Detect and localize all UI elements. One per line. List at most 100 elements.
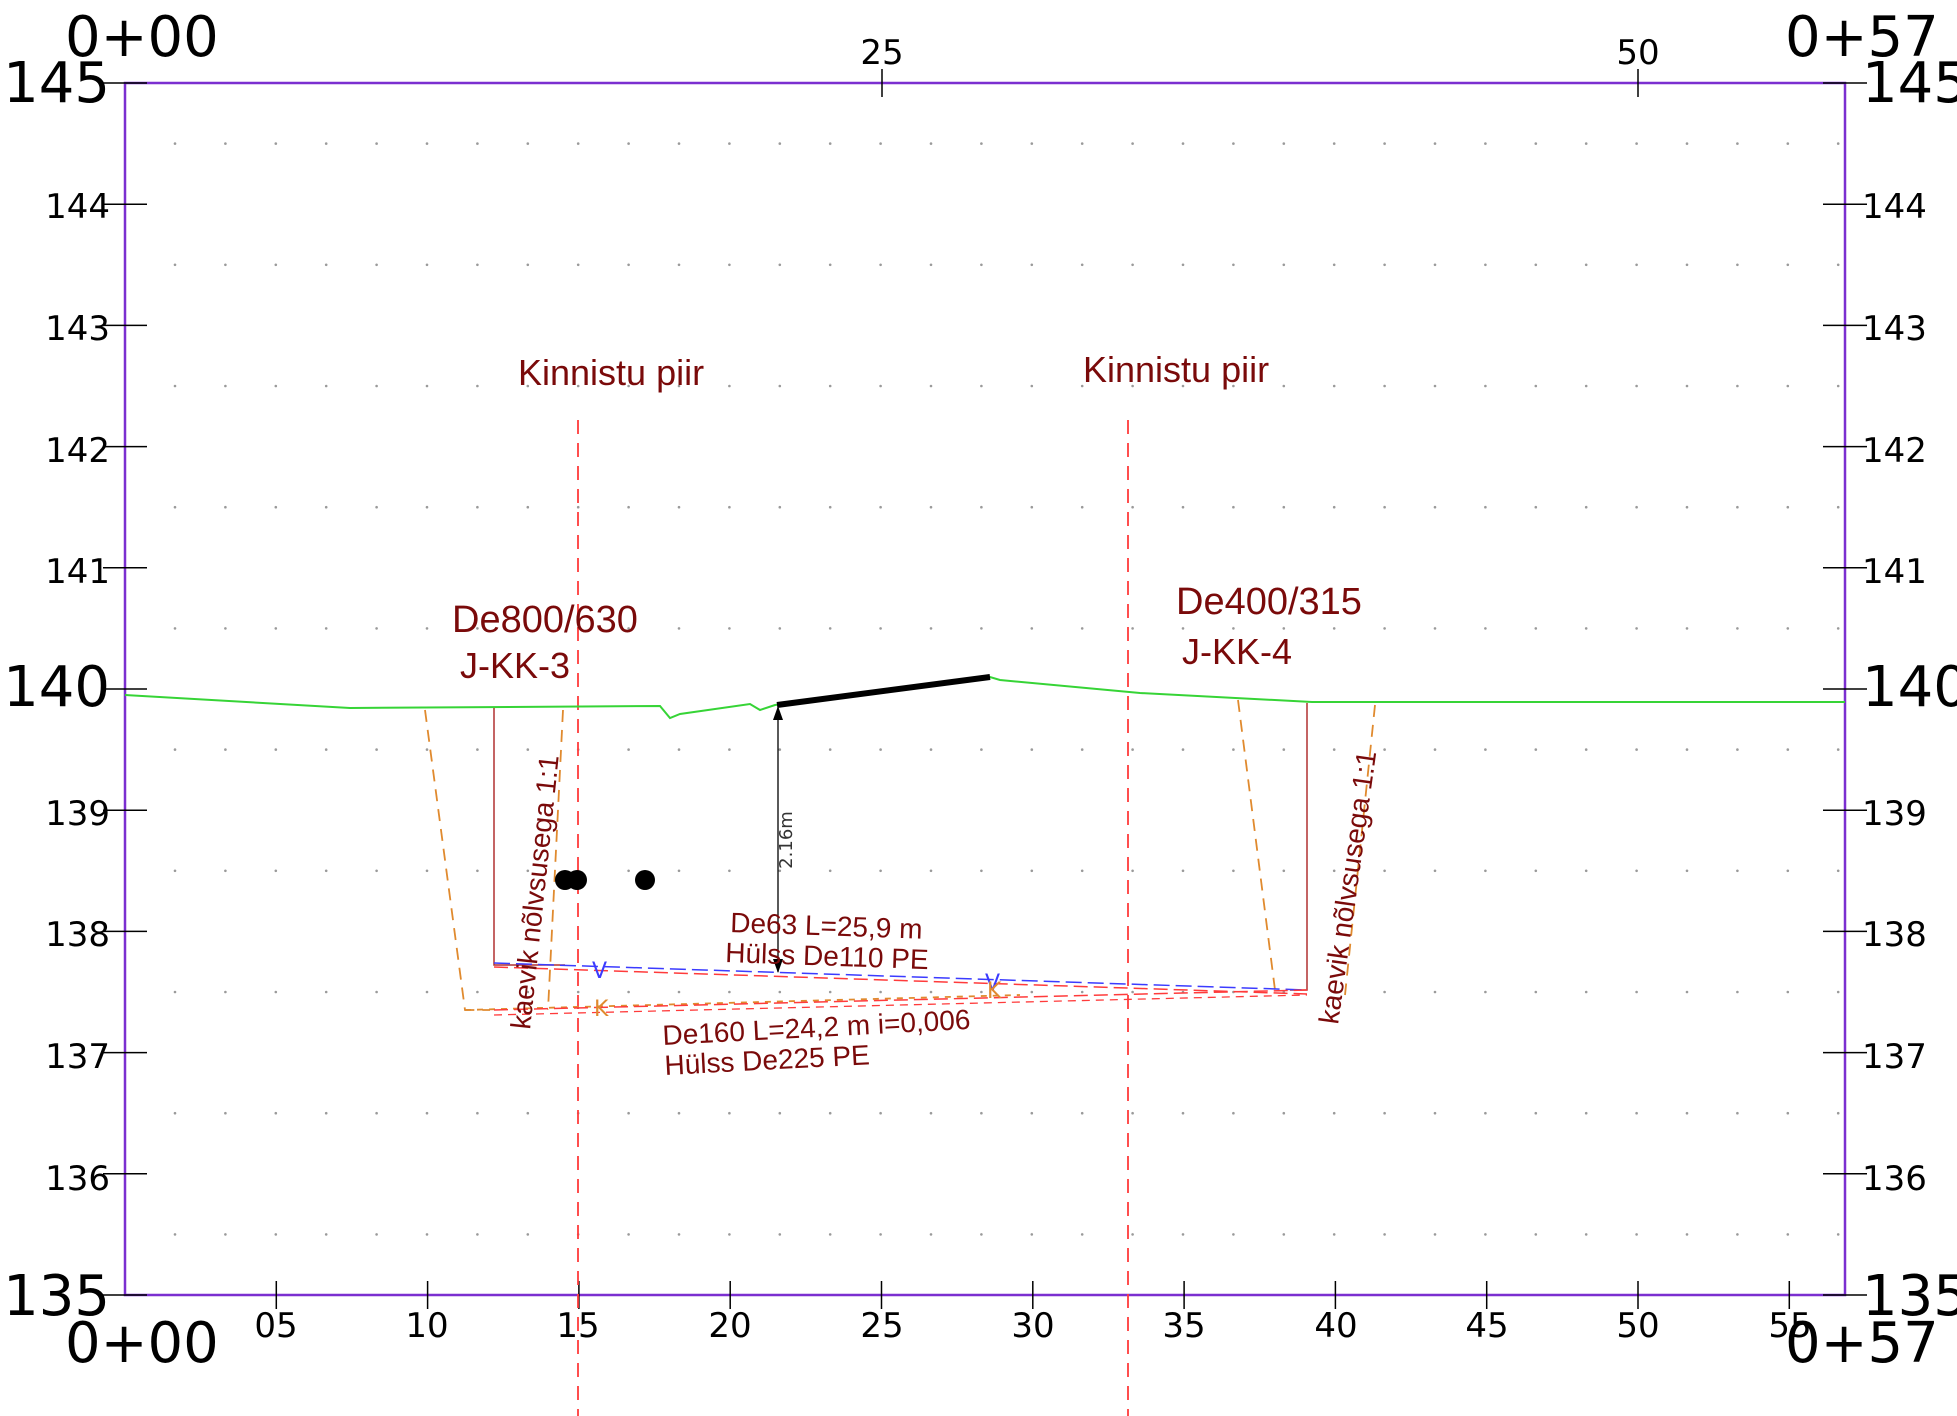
grid-dot <box>324 1233 328 1236</box>
grid-dot <box>1080 990 1084 994</box>
grid-dot <box>173 869 177 873</box>
grid-dot <box>1484 627 1487 630</box>
grid-dot <box>476 869 479 873</box>
grid-dot <box>1685 990 1689 994</box>
grid-dot <box>476 1233 479 1236</box>
grid-dot <box>1836 627 1840 630</box>
grid-dot <box>1332 1233 1336 1236</box>
grid-dot <box>375 748 378 751</box>
grid-dot <box>1484 142 1487 145</box>
grid-dot <box>1786 1111 1790 1115</box>
grid-dot <box>778 1233 782 1236</box>
grid-dot <box>929 990 933 994</box>
grid-dot <box>1030 384 1034 388</box>
grid-dot <box>425 990 429 994</box>
grid-dot <box>1080 627 1084 630</box>
grid-dot <box>1232 142 1235 145</box>
elevation-label-right-145: 145 <box>1862 51 1957 116</box>
depth-dimension: 2.16m <box>773 706 797 973</box>
grid-dot <box>1433 142 1437 145</box>
grid-dot <box>375 505 378 509</box>
grid-dot <box>879 748 882 751</box>
grid-dot <box>1181 1111 1185 1115</box>
grid-dot <box>1232 1233 1235 1236</box>
grid-dot <box>425 142 429 145</box>
grid-dot <box>1584 384 1588 388</box>
grid-dot <box>1433 869 1437 873</box>
grid-dot <box>1383 748 1386 751</box>
grid-dot <box>1433 990 1437 994</box>
grid-dot <box>1181 384 1185 388</box>
grid-dot <box>728 505 731 509</box>
grid-dot <box>980 748 983 751</box>
grid-dot <box>1736 869 1739 873</box>
elevation-label-left-137: 137 <box>45 1037 110 1077</box>
grid-dot <box>1484 748 1487 751</box>
property-lines <box>577 420 1129 1416</box>
grid-dot <box>1584 1233 1588 1236</box>
bottom-tick-label-20: 20 <box>708 1306 751 1346</box>
grid-dot <box>1030 748 1034 751</box>
grid-dot <box>526 748 530 751</box>
grid-dot <box>375 1233 378 1236</box>
grid-dot <box>879 1233 882 1236</box>
left-elevation-axis: 145 144 143 142 141 140 139 138 137 136 … <box>3 51 110 1329</box>
elevation-label-left-135: 135 <box>3 1264 110 1329</box>
grid-dot <box>375 263 378 267</box>
grid-dot <box>173 748 177 751</box>
grid-dot <box>224 142 227 145</box>
grid-dot <box>1685 505 1689 509</box>
grid-dot <box>1080 1111 1084 1115</box>
grid-dot <box>1282 505 1286 509</box>
grid-dot <box>1736 142 1739 145</box>
grid-dot <box>627 1111 630 1115</box>
marker-v-right: V <box>985 971 1000 996</box>
grid-dot <box>476 142 479 145</box>
grid-dot <box>1484 1111 1487 1115</box>
grid-dot <box>627 263 630 267</box>
bottom-tick-label-35: 35 <box>1162 1306 1205 1346</box>
grid-dot <box>1383 1111 1386 1115</box>
grid-dot <box>1685 1111 1689 1115</box>
well-right-outline <box>1290 703 1308 991</box>
grid-dot <box>1736 505 1739 509</box>
grid-dot <box>526 869 530 873</box>
grid-dot <box>1131 142 1134 145</box>
grid-dot <box>828 263 832 267</box>
grid-dot <box>476 748 479 751</box>
elevation-label-left-145: 145 <box>3 51 110 116</box>
bottom-tick-label-55: 55 <box>1768 1306 1811 1346</box>
grid-dot <box>375 990 378 994</box>
property-line-right-label: Kinnistu piir <box>1083 349 1269 390</box>
grid-dot <box>1030 142 1034 145</box>
well-left-id: J-KK-3 <box>460 645 570 686</box>
grid-dots <box>173 142 1840 1236</box>
grid-dot <box>980 869 983 873</box>
chainage-labels: 0+00 0+57 0+00 0+57 25 50 <box>65 5 1939 1376</box>
grid-dot <box>1534 627 1538 630</box>
grid-dot <box>1282 869 1286 873</box>
grid-dot <box>1635 990 1638 994</box>
grid-dot <box>324 505 328 509</box>
grid-dot <box>476 505 479 509</box>
chainage-start-bottom: 0+00 <box>65 1311 219 1376</box>
elevation-label-right-143: 143 <box>1862 309 1927 349</box>
grid-dot <box>324 990 328 994</box>
grid-dot <box>1433 627 1437 630</box>
grid-dot <box>1534 990 1538 994</box>
grid-dot <box>224 748 227 751</box>
grid-dot <box>526 1111 530 1115</box>
grid-dot <box>1282 1233 1286 1236</box>
trench-right-inner <box>1237 699 1276 991</box>
grid-dot <box>476 990 479 994</box>
grid-dot <box>274 1233 278 1236</box>
grid-dot <box>980 505 983 509</box>
elevation-label-right-139: 139 <box>1862 794 1927 834</box>
utility-dot-2 <box>567 870 587 890</box>
grid-dot <box>526 1233 530 1236</box>
grid-dot <box>879 990 882 994</box>
grid-dot <box>929 1233 933 1236</box>
road-surface <box>776 674 991 708</box>
grid-dot <box>1131 1233 1134 1236</box>
grid-dot <box>1836 748 1840 751</box>
